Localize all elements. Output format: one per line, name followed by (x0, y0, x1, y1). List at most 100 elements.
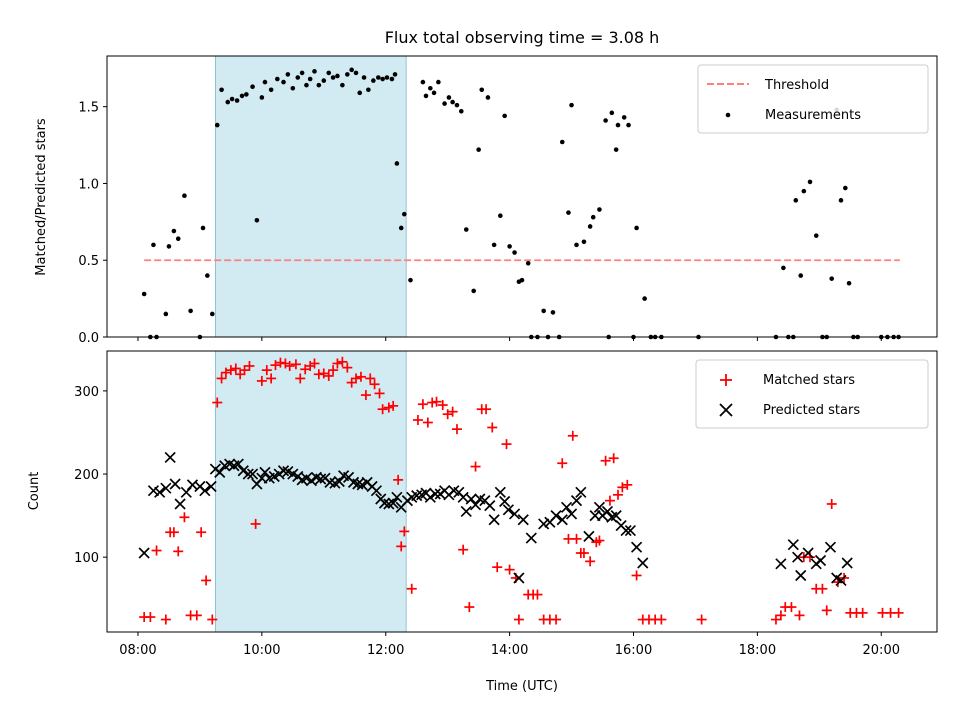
matched-star-point (458, 544, 469, 555)
predicted-star-stroke-b (138, 547, 150, 559)
measurement-point (498, 213, 503, 218)
matched-star-point (578, 548, 589, 559)
measurement-point (171, 228, 177, 234)
matched-star-point (656, 614, 667, 625)
predicted-star-stroke-b (556, 514, 568, 526)
matched-star-point (256, 375, 267, 386)
measurement-point (458, 108, 464, 114)
matched-star-point (323, 370, 334, 381)
measurement-point (626, 122, 631, 128)
measurement-point (254, 218, 260, 223)
measurement-point (205, 273, 210, 278)
figure-title: Flux total observing time = 3.08 h (385, 28, 660, 47)
measurement-point (200, 225, 206, 231)
measurement-point (353, 70, 359, 76)
measurement-point (476, 147, 481, 152)
predicted-star-point (556, 514, 568, 526)
legend-matched-label: Matched stars (763, 373, 855, 388)
predicted-star-stroke-b (315, 473, 327, 485)
matched-star-point (585, 556, 596, 567)
predicted-star-point (795, 569, 807, 582)
top-legend: Threshold Measurements (697, 64, 929, 134)
measurement-point (450, 99, 455, 105)
predicted-star-stroke-b (488, 514, 500, 526)
matched-star-point (422, 417, 433, 428)
predicted-star-stroke-b (232, 458, 244, 470)
predicted-star-stroke-b (242, 468, 254, 480)
legend-predicted-swatch (719, 403, 733, 417)
bottom-ytick-label: 100 (74, 551, 99, 566)
predicted-star-point (242, 468, 254, 480)
bottom-xtick-label: 18:00 (739, 643, 776, 658)
legend-predicted-label: Predicted stars (763, 403, 860, 418)
matched-star-point (551, 614, 562, 625)
predicted-star-stroke-b (259, 466, 271, 478)
predicted-star-stroke-b (474, 493, 486, 505)
measurement-point (307, 76, 313, 82)
predicted-star-point (305, 475, 318, 487)
matched-star-point (487, 422, 498, 433)
top-ytick-label: 0.0 (78, 331, 99, 346)
predicted-star-point (460, 505, 472, 518)
predicted-star-stroke-b (429, 488, 441, 500)
matched-star-point (284, 360, 295, 371)
measurement-point (384, 75, 390, 80)
predicted-star-stroke-b (550, 510, 562, 522)
predicted-star-point (499, 495, 511, 508)
matched-star-point (266, 373, 277, 384)
predicted-star-stroke-b (795, 569, 807, 582)
matched-star-point (464, 602, 475, 613)
matched-star-point (857, 607, 868, 618)
legend-measurements-swatch (725, 112, 731, 118)
predicted-star-stroke-b (630, 541, 643, 553)
top-ytick-label: 1.5 (78, 101, 99, 116)
predicted-star-point (814, 554, 827, 567)
measurement-point (380, 76, 385, 82)
predicted-star-stroke-b (494, 486, 506, 498)
predicted-star-point (620, 524, 632, 537)
measurement-point (781, 265, 786, 271)
measurement-point (151, 242, 156, 248)
predicted-star-point (841, 557, 853, 569)
matched-star-point (431, 396, 442, 407)
predicted-star-stroke-b (831, 572, 843, 584)
bottom-ytick-label: 200 (74, 468, 99, 483)
matched-star-point (775, 610, 786, 621)
measurement-point (389, 76, 395, 82)
bottom-x-axis-label: Time (UTC) (485, 679, 558, 694)
predicted-star-stroke-b (465, 493, 477, 505)
matched-star-point (451, 424, 462, 435)
predicted-star-point (469, 499, 482, 511)
predicted-star-point (565, 508, 578, 520)
predicted-star-stroke-b (775, 558, 787, 570)
measurement-point (295, 75, 301, 80)
bottom-predicted-stars (138, 451, 853, 587)
predicted-star-stroke-b (448, 485, 460, 497)
predicted-star-stroke-b (246, 468, 259, 480)
predicted-star-stroke-b (624, 524, 636, 537)
matched-star-point (261, 365, 272, 376)
matched-star-point (337, 356, 348, 367)
measurement-point (798, 273, 804, 278)
bottom-axes-frame (106, 350, 938, 633)
bottom-xtick-label: 16:00 (615, 643, 652, 658)
predicted-star-point (513, 572, 525, 584)
matched-star-point (173, 546, 184, 557)
predicted-star-point (169, 478, 181, 490)
measurement-point (420, 79, 426, 85)
matched-star-point (151, 545, 162, 556)
measurement-point (275, 76, 280, 82)
predicted-star-stroke-b (387, 497, 399, 509)
predicted-star-stroke-b (333, 475, 345, 488)
matched-star-point (290, 359, 301, 370)
predicted-star-stroke-b (214, 466, 226, 478)
predicted-star-point (502, 504, 514, 516)
matched-star-point (786, 602, 797, 613)
measurement-point (615, 122, 621, 128)
measurement-point (613, 147, 619, 152)
measurement-point (843, 185, 848, 191)
top-legend-box (697, 64, 929, 134)
measurement-point (581, 239, 587, 245)
top-panel: 0.0 0.5 1.0 1.5 Matched/Predicted stars Thr… (34, 55, 938, 346)
measurement-point (250, 84, 255, 90)
